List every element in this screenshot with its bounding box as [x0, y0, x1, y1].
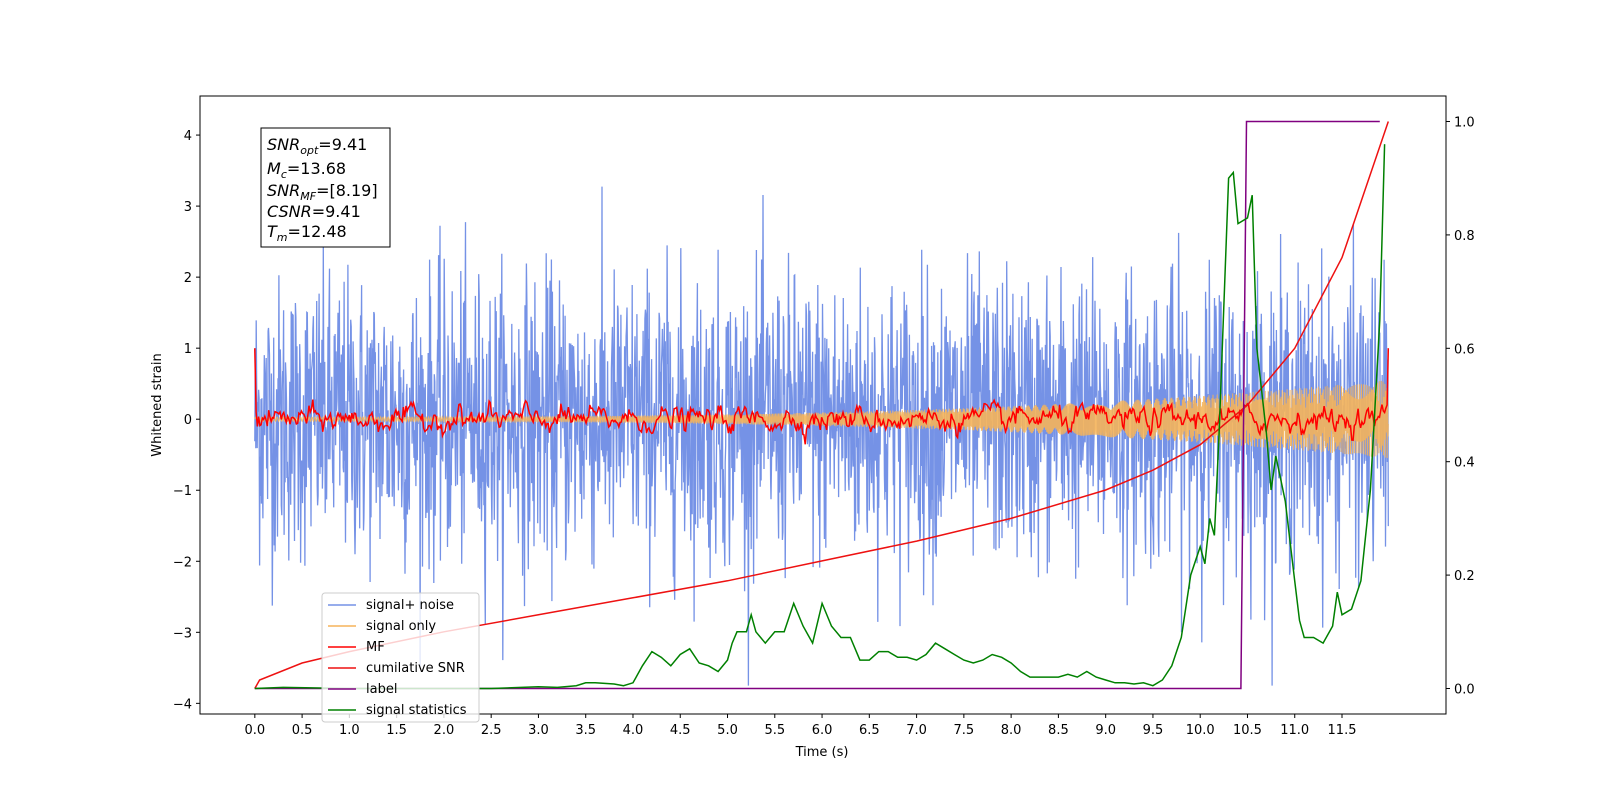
- series-signal-only: [254, 380, 1389, 459]
- snr-annotation-box: SNRopt=9.41 Mc=13.68 SNRMF=[8.19] CSNR=9…: [260, 127, 391, 248]
- x-tick-label: 7.5: [954, 723, 975, 738]
- x-tick-label: 1.5: [386, 723, 407, 738]
- x-tick-label: 9.0: [1095, 723, 1116, 738]
- x-tick-label: 9.5: [1143, 723, 1164, 738]
- series-mf: [254, 348, 1390, 445]
- x-tick-label: 11.5: [1328, 723, 1357, 738]
- x-tick-label: 0.0: [244, 723, 265, 738]
- x-tick-label: 1.0: [339, 723, 360, 738]
- x-tick-label: 6.0: [812, 723, 833, 738]
- y-tick-label: 1: [184, 342, 192, 357]
- legend-label-mf: MF: [366, 640, 385, 655]
- y-tick-label: −3: [173, 626, 192, 641]
- y-axis-label: Whitened strain: [150, 353, 165, 456]
- x-tick-label: 2.0: [434, 723, 455, 738]
- y-tick-label: 3: [184, 200, 192, 215]
- x-tick-label: 8.5: [1048, 723, 1069, 738]
- annotation-line-tm: Tm=12.48: [267, 222, 347, 244]
- series-label: [254, 120, 1380, 690]
- legend: signal+ noise signal only MF cumilative …: [321, 592, 480, 723]
- x-tick-label: 10.5: [1233, 723, 1262, 738]
- annotation-line-snr-opt: SNRopt=9.41: [267, 135, 367, 157]
- y-axis-ticks: 4 3 2 1 0 −1 −2 −3 −4: [173, 129, 200, 712]
- legend-frame: [321, 592, 480, 723]
- series-signal-statistics: [254, 144, 1386, 690]
- y-tick-label: −2: [173, 555, 192, 570]
- x-tick-label: 11.0: [1280, 723, 1309, 738]
- y-tick-label: −1: [173, 484, 192, 499]
- legend-label-cumulative-snr: cumilative SNR: [366, 661, 465, 676]
- x-tick-label: 5.0: [717, 723, 738, 738]
- annotation-line-snr-mf: SNRMF=[8.19]: [267, 181, 378, 203]
- x-tick-label: 2.5: [481, 723, 502, 738]
- legend-label-signal-noise: signal+ noise: [366, 598, 454, 613]
- x-tick-label: 3.0: [528, 723, 549, 738]
- y-tick-label: −4: [173, 697, 192, 712]
- x-tick-label: 7.0: [906, 723, 927, 738]
- legend-label-signal-statistics: signal statistics: [366, 703, 467, 718]
- x-axis-ticks: 0.0 0.5 1.0 1.5 2.0 2.5 3.0 3.5 4.0 4.5 5.0 5.5 6.0 6…: [244, 714, 1356, 738]
- x-tick-label: 4.0: [623, 723, 644, 738]
- axes-frame: [199, 95, 1447, 715]
- legend-label-signal-only: signal only: [366, 619, 436, 634]
- x-tick-label: 4.5: [670, 723, 691, 738]
- y-tick-label: 4: [184, 129, 192, 144]
- x-tick-label: 10.0: [1186, 723, 1215, 738]
- series-signal-noise: [254, 186, 1389, 686]
- y2-tick-label: 0.4: [1454, 456, 1475, 471]
- x-tick-label: 5.5: [764, 723, 785, 738]
- y2-tick-label: 0.6: [1454, 342, 1475, 357]
- y-tick-label: 2: [184, 271, 192, 286]
- x-axis-label: Time (s): [795, 745, 849, 760]
- legend-label-label: label: [366, 682, 397, 697]
- x-tick-label: 3.5: [575, 723, 596, 738]
- y-tick-label: 0: [184, 413, 192, 428]
- x-tick-label: 0.5: [292, 723, 313, 738]
- annotation-line-mc: Mc=13.68: [267, 159, 346, 181]
- y2-tick-label: 0.8: [1454, 229, 1475, 244]
- y2-axis-ticks: 1.0 0.8 0.6 0.4 0.2 0.0: [1446, 116, 1475, 697]
- y2-tick-label: 0.2: [1454, 569, 1475, 584]
- y2-tick-label: 0.0: [1454, 682, 1475, 697]
- annotation-line-csnr: CSNR=9.41: [267, 202, 361, 221]
- x-tick-label: 8.0: [1001, 723, 1022, 738]
- y2-tick-label: 1.0: [1454, 116, 1475, 131]
- x-tick-label: 6.5: [859, 723, 880, 738]
